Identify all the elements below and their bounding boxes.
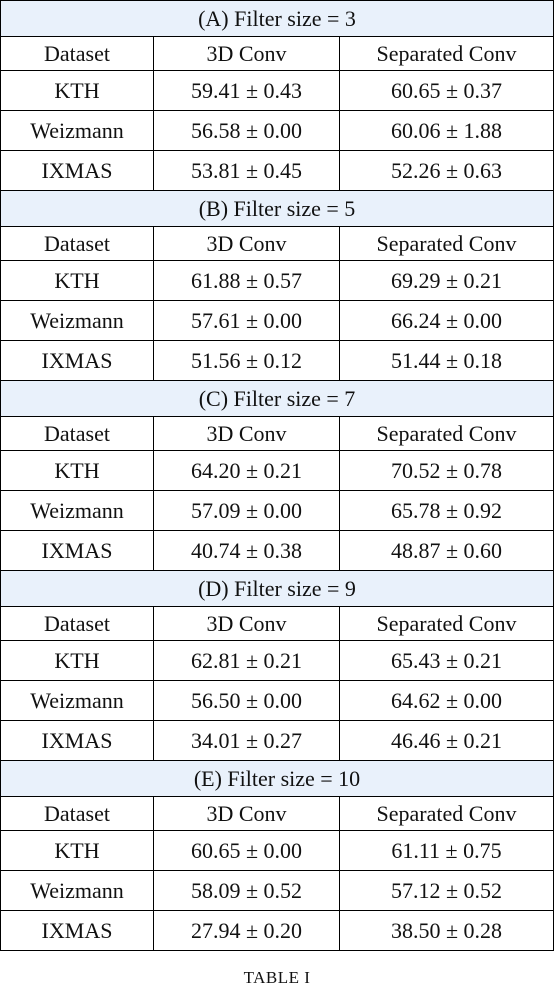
data-row: KTH 64.20 ± 0.21 70.52 ± 0.78 [0, 450, 554, 491]
data-row: Weizmann 58.09 ± 0.52 57.12 ± 0.52 [0, 870, 554, 911]
data-cell: 59.41 ± 0.43 [153, 70, 340, 111]
data-cell: 62.81 ± 0.21 [153, 640, 340, 681]
section-title-row: (B) Filter size = 5 [0, 190, 554, 227]
header-cell: 3D Conv [153, 416, 340, 451]
data-cell: 58.09 ± 0.52 [153, 870, 340, 911]
data-cell: Weizmann [0, 490, 154, 531]
section-title-row: (E) Filter size = 10 [0, 760, 554, 797]
data-cell: IXMAS [0, 910, 154, 951]
data-cell: KTH [0, 640, 154, 681]
header-cell: Dataset [0, 796, 154, 831]
header-cell: 3D Conv [153, 226, 340, 261]
data-cell: 65.78 ± 0.92 [338, 490, 554, 531]
data-row: KTH 62.81 ± 0.21 65.43 ± 0.21 [0, 640, 554, 681]
data-row: Weizmann 57.09 ± 0.00 65.78 ± 0.92 [0, 490, 554, 531]
data-cell: 34.01 ± 0.27 [153, 720, 340, 761]
section-title: (E) Filter size = 10 [0, 760, 554, 797]
data-row: KTH 60.65 ± 0.00 61.11 ± 0.75 [0, 830, 554, 871]
section-title: (A) Filter size = 3 [0, 0, 554, 37]
data-cell: IXMAS [0, 720, 154, 761]
header-row: Dataset 3D Conv Separated Conv [0, 606, 554, 641]
data-cell: Weizmann [0, 300, 154, 341]
results-table: (A) Filter size = 3 Dataset 3D Conv Separat… [0, 0, 554, 951]
data-cell: 66.24 ± 0.00 [338, 300, 554, 341]
header-cell: 3D Conv [153, 606, 340, 641]
data-cell: 52.26 ± 0.63 [338, 150, 554, 191]
data-cell: 48.87 ± 0.60 [338, 530, 554, 571]
data-row: Weizmann 57.61 ± 0.00 66.24 ± 0.00 [0, 300, 554, 341]
data-cell: Weizmann [0, 870, 154, 911]
data-row: IXMAS 51.56 ± 0.12 51.44 ± 0.18 [0, 340, 554, 381]
data-cell: 51.56 ± 0.12 [153, 340, 340, 381]
header-row: Dataset 3D Conv Separated Conv [0, 416, 554, 451]
header-cell: 3D Conv [153, 796, 340, 831]
data-cell: 27.94 ± 0.20 [153, 910, 340, 951]
data-cell: 60.06 ± 1.88 [338, 110, 554, 151]
header-cell: Separated Conv [338, 796, 554, 831]
data-cell: 61.11 ± 0.75 [338, 830, 554, 871]
data-row: KTH 59.41 ± 0.43 60.65 ± 0.37 [0, 70, 554, 111]
section-title: (B) Filter size = 5 [0, 190, 554, 227]
data-cell: 56.50 ± 0.00 [153, 680, 340, 721]
header-cell: Separated Conv [338, 606, 554, 641]
table-body: (A) Filter size = 3 Dataset 3D Conv Separat… [0, 0, 554, 951]
data-row: IXMAS 40.74 ± 0.38 48.87 ± 0.60 [0, 530, 554, 571]
data-cell: 51.44 ± 0.18 [338, 340, 554, 381]
data-cell: 53.81 ± 0.45 [153, 150, 340, 191]
data-cell: 46.46 ± 0.21 [338, 720, 554, 761]
data-cell: 56.58 ± 0.00 [153, 110, 340, 151]
section-title: (D) Filter size = 9 [0, 570, 554, 607]
header-cell: Separated Conv [338, 416, 554, 451]
data-cell: 57.61 ± 0.00 [153, 300, 340, 341]
data-cell: 64.62 ± 0.00 [338, 680, 554, 721]
data-row: Weizmann 56.50 ± 0.00 64.62 ± 0.00 [0, 680, 554, 721]
data-cell: 38.50 ± 0.28 [338, 910, 554, 951]
header-cell: Dataset [0, 36, 154, 71]
data-cell: Weizmann [0, 680, 154, 721]
data-row: IXMAS 34.01 ± 0.27 46.46 ± 0.21 [0, 720, 554, 761]
data-row: IXMAS 27.94 ± 0.20 38.50 ± 0.28 [0, 910, 554, 951]
data-cell: IXMAS [0, 340, 154, 381]
data-cell: 57.09 ± 0.00 [153, 490, 340, 531]
section-title-row: (C) Filter size = 7 [0, 380, 554, 417]
section-title: (C) Filter size = 7 [0, 380, 554, 417]
data-cell: 60.65 ± 0.00 [153, 830, 340, 871]
header-cell: Separated Conv [338, 226, 554, 261]
data-cell: 60.65 ± 0.37 [338, 70, 554, 111]
data-cell: 61.88 ± 0.57 [153, 260, 340, 301]
data-cell: 57.12 ± 0.52 [338, 870, 554, 911]
data-row: Weizmann 56.58 ± 0.00 60.06 ± 1.88 [0, 110, 554, 151]
header-cell: Dataset [0, 226, 154, 261]
section-title-row: (D) Filter size = 9 [0, 570, 554, 607]
data-cell: IXMAS [0, 530, 154, 571]
header-row: Dataset 3D Conv Separated Conv [0, 226, 554, 261]
data-cell: KTH [0, 260, 154, 301]
data-cell: 65.43 ± 0.21 [338, 640, 554, 681]
caption: TABLE I [243, 968, 311, 986]
data-cell: 40.74 ± 0.38 [153, 530, 340, 571]
data-cell: KTH [0, 830, 154, 871]
data-cell: KTH [0, 70, 154, 111]
header-row: Dataset 3D Conv Separated Conv [0, 36, 554, 71]
header-cell: Dataset [0, 416, 154, 451]
data-row: KTH 61.88 ± 0.57 69.29 ± 0.21 [0, 260, 554, 301]
header-cell: 3D Conv [153, 36, 340, 71]
data-cell: Weizmann [0, 110, 154, 151]
data-cell: IXMAS [0, 150, 154, 191]
data-cell: KTH [0, 450, 154, 491]
data-cell: 64.20 ± 0.21 [153, 450, 340, 491]
header-row: Dataset 3D Conv Separated Conv [0, 796, 554, 831]
section-title-row: (A) Filter size = 3 [0, 0, 554, 37]
header-cell: Separated Conv [338, 36, 554, 71]
header-cell: Dataset [0, 606, 154, 641]
data-cell: 70.52 ± 0.78 [338, 450, 554, 491]
data-cell: 69.29 ± 0.21 [338, 260, 554, 301]
data-row: IXMAS 53.81 ± 0.45 52.26 ± 0.63 [0, 150, 554, 191]
